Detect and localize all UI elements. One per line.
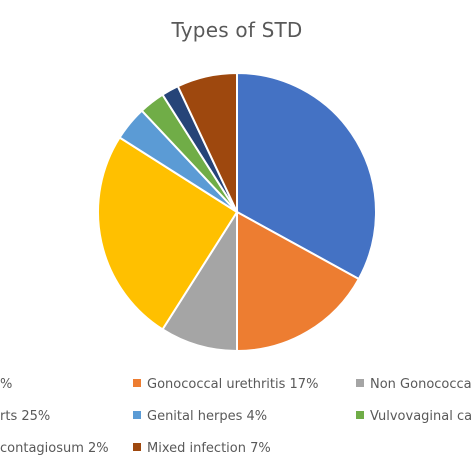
legend-label-8: Mixed infection 7% xyxy=(147,441,271,456)
legend-swatch-3 xyxy=(356,379,364,387)
legend-swatch-6 xyxy=(356,411,364,419)
legend-label-2: Gonococcal urethritis 17% xyxy=(147,377,319,392)
legend-swatch-8 xyxy=(133,443,141,451)
legend-label-7: contagiosum 2% xyxy=(0,441,109,456)
pie-slice-3 xyxy=(161,208,238,353)
legend-label-5: Genital herpes 4% xyxy=(147,409,268,424)
legend-item-7: contagiosum 2% xyxy=(0,441,109,457)
chart-title: Types of STD xyxy=(171,18,303,42)
legend-label-1: % xyxy=(0,377,13,392)
legend-item-6: Vulvovaginal ca xyxy=(356,409,472,425)
legend-item-4: rts 25% xyxy=(0,409,50,425)
pie-slice-4 xyxy=(97,136,239,331)
pie-slice-1 xyxy=(236,71,377,281)
legend-label-6: Vulvovaginal ca xyxy=(370,409,473,424)
legend-swatch-5 xyxy=(133,411,141,419)
legend-swatch-2 xyxy=(133,379,141,387)
legend-item-2: Gonococcal urethritis 17% xyxy=(133,377,318,393)
pie-slice-8 xyxy=(176,71,238,213)
legend-item-1: % xyxy=(0,377,12,393)
legend-label-4: rts 25% xyxy=(0,409,51,424)
legend-item-8: Mixed infection 7% xyxy=(133,441,271,457)
legend-item-3: Non Gonococca xyxy=(356,377,472,393)
legend-label-3: Non Gonococca xyxy=(370,377,472,392)
pie-slice-2 xyxy=(236,210,361,353)
legend-item-5: Genital herpes 4% xyxy=(133,409,267,425)
